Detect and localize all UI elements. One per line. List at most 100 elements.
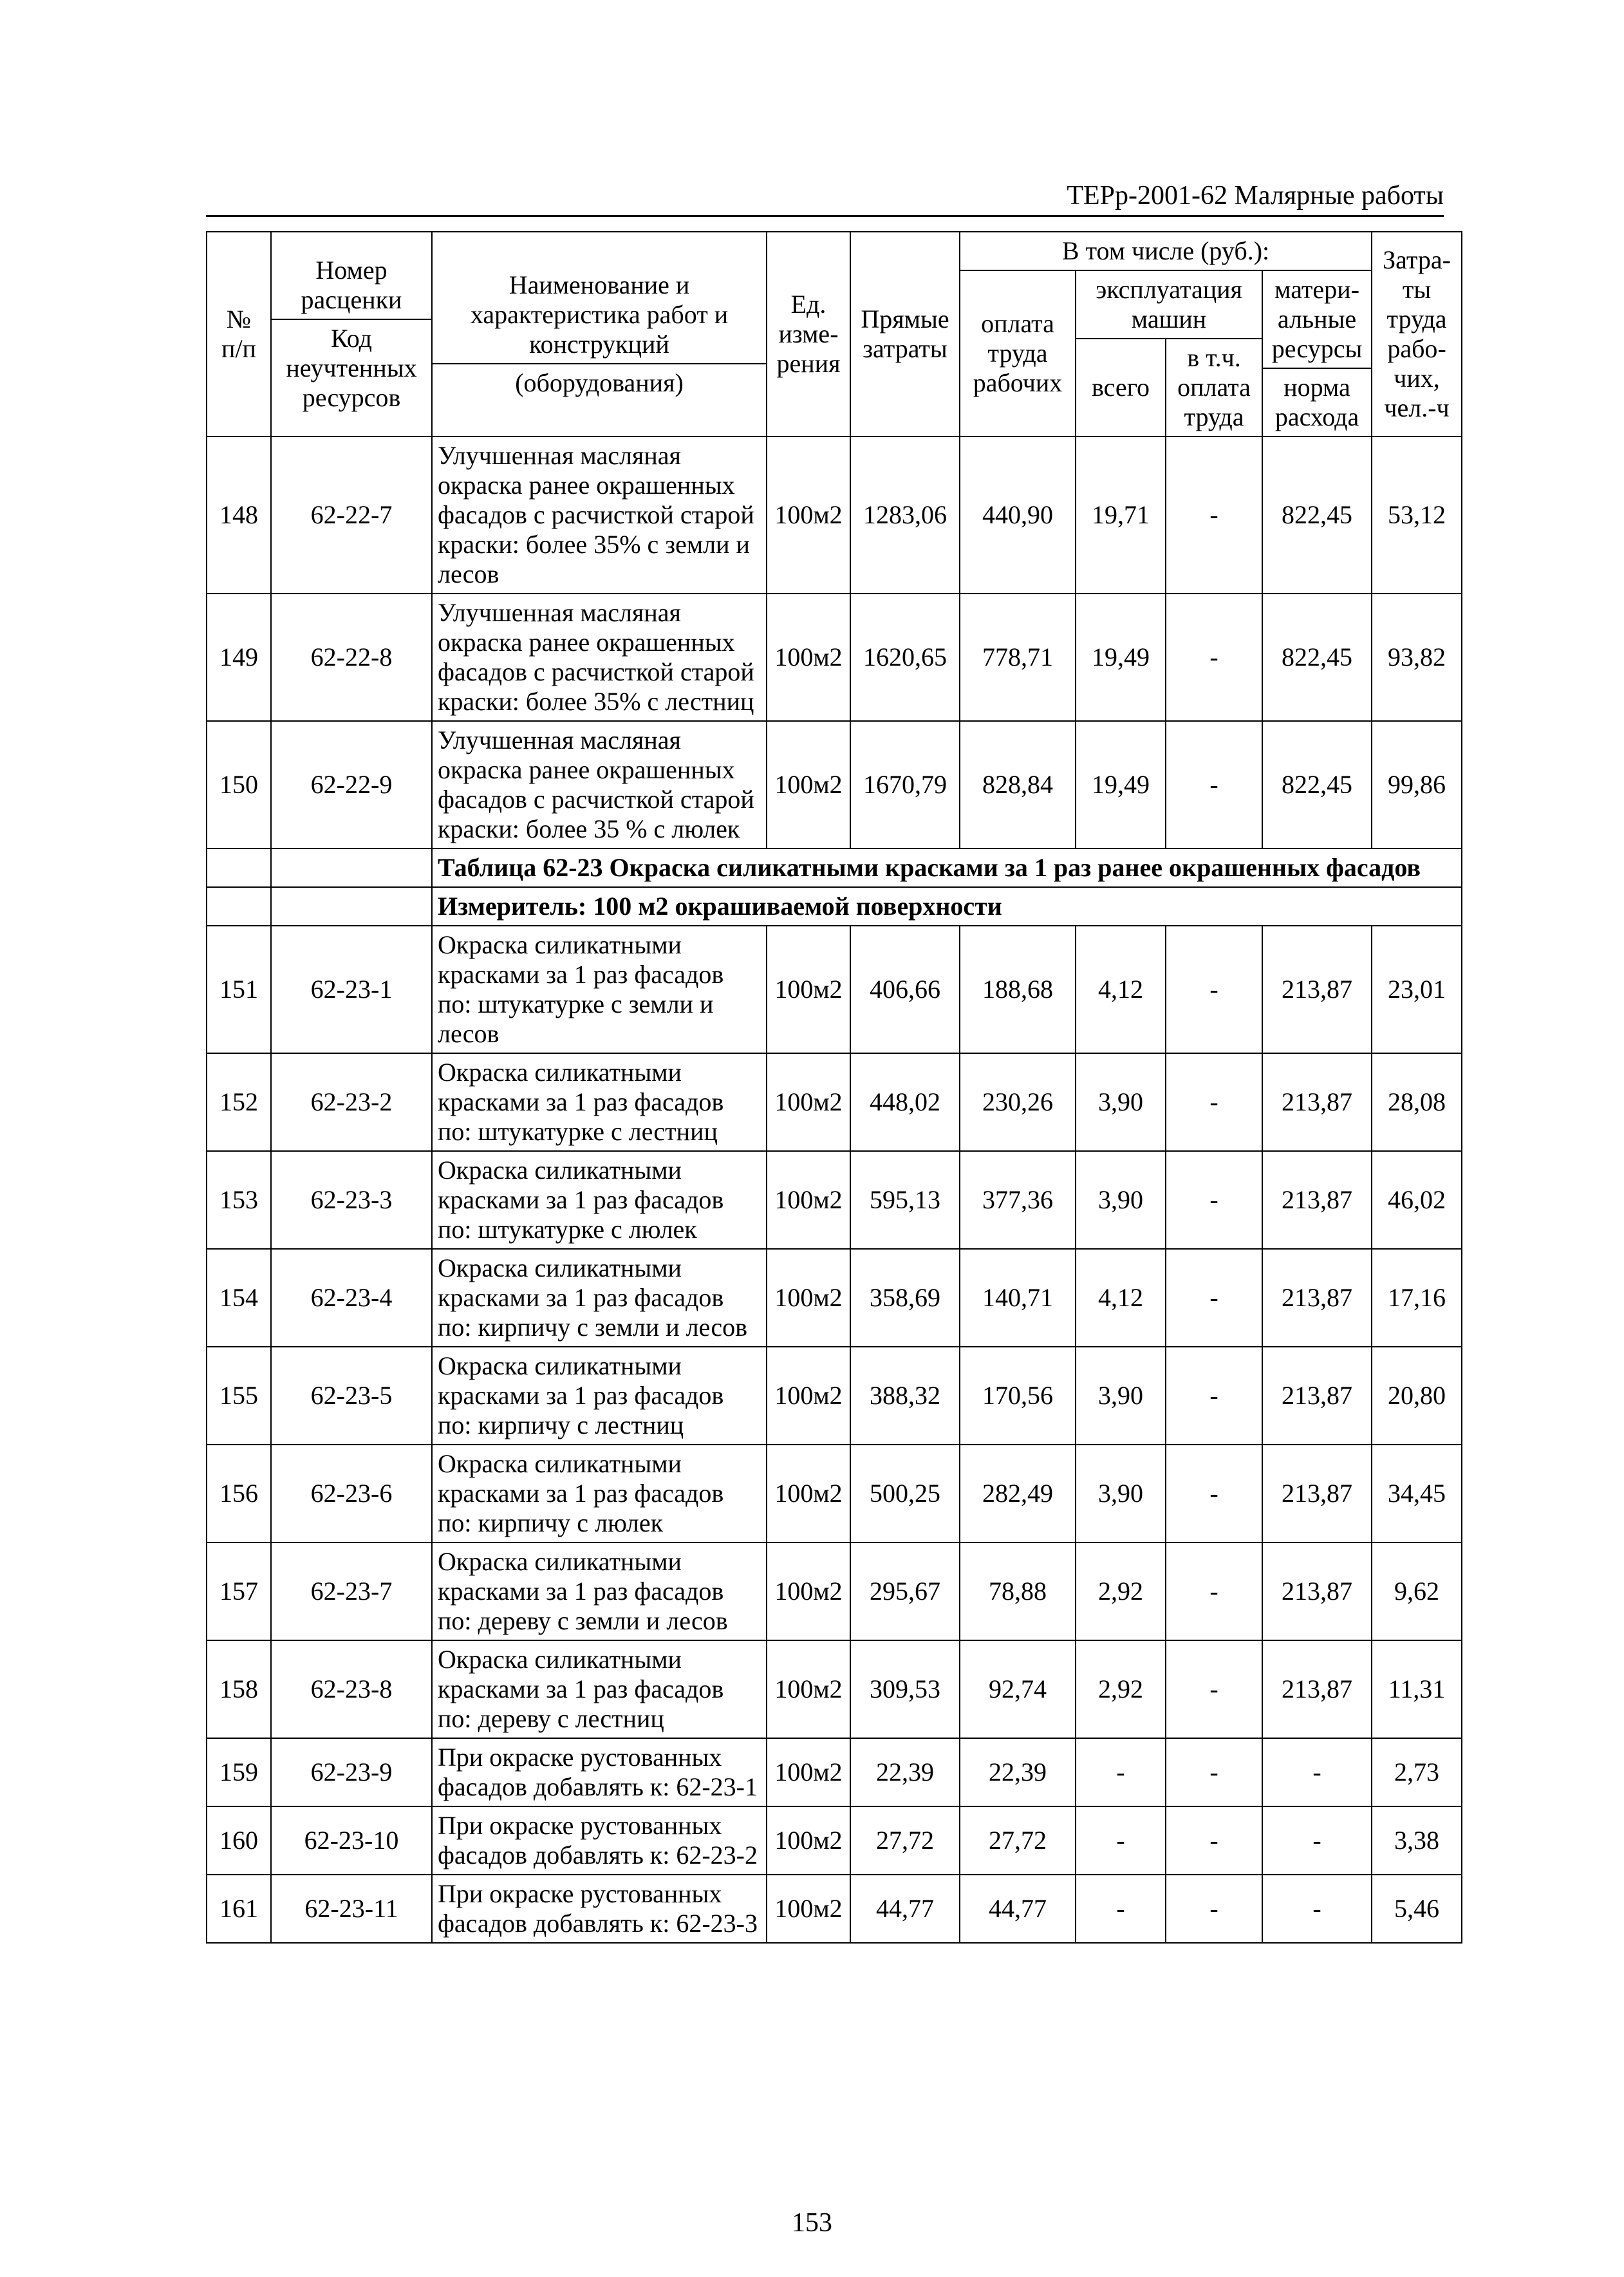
cell-code: 62-23-4	[271, 1249, 432, 1347]
cell-direct: 388,32	[850, 1347, 960, 1445]
cell-code: 62-22-8	[271, 594, 432, 721]
cell-hours: 3,38	[1372, 1806, 1462, 1875]
cell-direct: 1620,65	[850, 594, 960, 721]
cell-direct: 406,66	[850, 926, 960, 1053]
cell-mach-total: 19,71	[1076, 436, 1166, 594]
cell-hours: 17,16	[1372, 1249, 1462, 1347]
cell-direct: 500,25	[850, 1445, 960, 1542]
section-title-row: Таблица 62-23 Окраска силикатными краска…	[207, 848, 1462, 887]
cell-code: 62-23-6	[271, 1445, 432, 1542]
table-row: 15262-23-2Окраска силикатными красками з…	[207, 1053, 1462, 1151]
cell-materials: 213,87	[1262, 1542, 1372, 1640]
cell-unit: 100м2	[767, 721, 850, 848]
cell-mach-labor: -	[1166, 594, 1262, 721]
cell-unit: 100м2	[767, 1053, 850, 1151]
table-row: 15462-23-4Окраска силикатными красками з…	[207, 1249, 1462, 1347]
cell-mach-total: 19,49	[1076, 594, 1166, 721]
cell-mach-labor: -	[1166, 1347, 1262, 1445]
cell-num: 153	[207, 1151, 271, 1249]
cell-materials: 213,87	[1262, 1445, 1372, 1542]
cell-desc: Улучшенная масляная окраска ранее окраше…	[432, 721, 767, 848]
cell-code: 62-23-9	[271, 1738, 432, 1806]
cell-desc: Окраска силикатными красками за 1 раз фа…	[432, 1542, 767, 1640]
col-header-num: № п/п	[207, 232, 271, 436]
cell-unit: 100м2	[767, 436, 850, 594]
cell-materials: 822,45	[1262, 721, 1372, 848]
table-row: 14962-22-8Улучшенная масляная окраска ра…	[207, 594, 1462, 721]
cell-desc: Улучшенная масляная окраска ранее окраше…	[432, 436, 767, 594]
cell-direct: 27,72	[850, 1806, 960, 1875]
cell-mach-labor: -	[1166, 1875, 1262, 1943]
cell-labor: 92,74	[960, 1640, 1076, 1738]
cell-direct: 448,02	[850, 1053, 960, 1151]
cell-direct: 295,67	[850, 1542, 960, 1640]
cell-mach-labor: -	[1166, 1640, 1262, 1738]
cell-labor: 44,77	[960, 1875, 1076, 1943]
cell-materials: 822,45	[1262, 594, 1372, 721]
cell-code: 62-23-2	[271, 1053, 432, 1151]
cell-labor: 828,84	[960, 721, 1076, 848]
cell-hours: 2,73	[1372, 1738, 1462, 1806]
cell-hours: 28,08	[1372, 1053, 1462, 1151]
cell-hours: 34,45	[1372, 1445, 1462, 1542]
rates-table: № п/п Номер расценки Код неучтенных ресу…	[206, 231, 1462, 1944]
cell-labor: 377,36	[960, 1151, 1076, 1249]
cell-labor: 188,68	[960, 926, 1076, 1053]
cell-mach-total: 3,90	[1076, 1053, 1166, 1151]
cell-desc: Улучшенная масляная окраска ранее окраше…	[432, 594, 767, 721]
cell-materials: 213,87	[1262, 1640, 1372, 1738]
col-header-hours: Затра­ты труда рабо­чих, чел.-ч	[1372, 232, 1462, 436]
cell-labor: 78,88	[960, 1542, 1076, 1640]
col-header-code: Номер расценки Код неучтенных ресурсов	[271, 232, 432, 436]
cell-unit: 100м2	[767, 1738, 850, 1806]
cell-num: 149	[207, 594, 271, 721]
table-row: 15162-23-1Окраска силикатными красками з…	[207, 926, 1462, 1053]
cell-labor: 440,90	[960, 436, 1076, 594]
cell-num: 151	[207, 926, 271, 1053]
cell-mach-labor: -	[1166, 1738, 1262, 1806]
table-head: № п/п Номер расценки Код неучтенных ресу…	[207, 232, 1462, 436]
table-row: 16062-23-10При окраске рустованных фасад…	[207, 1806, 1462, 1875]
cell-mach-total: 2,92	[1076, 1640, 1166, 1738]
col3-a: Наименование и характеристика работ и ко…	[471, 270, 728, 359]
document-header-right: ТЕРр-2001-62 Малярные работы	[206, 180, 1444, 217]
cell-unit: 100м2	[767, 1347, 850, 1445]
document-page: ТЕРр-2001-62 Малярные работы № п/п Номер…	[0, 0, 1624, 2277]
col9-a: матери­альные ресурсы	[1272, 275, 1363, 363]
cell-code: 62-23-8	[271, 1640, 432, 1738]
cell-code: 62-23-7	[271, 1542, 432, 1640]
cell-code: 62-23-5	[271, 1347, 432, 1445]
cell-labor: 778,71	[960, 594, 1076, 721]
cell-desc: Окраска силикатными красками за 1 раз фа…	[432, 1249, 767, 1347]
cell-num: 154	[207, 1249, 271, 1347]
cell-materials: 213,87	[1262, 1249, 1372, 1347]
cell-labor: 27,72	[960, 1806, 1076, 1875]
cell-num: 158	[207, 1640, 271, 1738]
cell-unit: 100м2	[767, 594, 850, 721]
cell-mach-total: -	[1076, 1806, 1166, 1875]
cell-direct: 44,77	[850, 1875, 960, 1943]
col1-a: №	[227, 305, 251, 333]
table-row: 15662-23-6Окраска силикатными красками з…	[207, 1445, 1462, 1542]
cell-mach-total: 3,90	[1076, 1347, 1166, 1445]
cell-hours: 46,02	[1372, 1151, 1462, 1249]
cell-num: 155	[207, 1347, 271, 1445]
table-row: 15962-23-9При окраске рустованных фасадо…	[207, 1738, 1462, 1806]
cell-mach-labor: -	[1166, 436, 1262, 594]
cell-materials: 213,87	[1262, 1053, 1372, 1151]
cell-direct: 595,13	[850, 1151, 960, 1249]
cell-mach-labor: -	[1166, 1151, 1262, 1249]
cell-hours: 5,46	[1372, 1875, 1462, 1943]
table-row: 14862-22-7Улучшенная масляная окраска ра…	[207, 436, 1462, 594]
table-row: 16162-23-11При окраске рустованных фасад…	[207, 1875, 1462, 1943]
cell-desc: Окраска силикатными красками за 1 раз фа…	[432, 1640, 767, 1738]
cell-hours: 23,01	[1372, 926, 1462, 1053]
cell-desc: При окраске рустованных фасадов добавлят…	[432, 1875, 767, 1943]
cell-mach-total: 19,49	[1076, 721, 1166, 848]
col-header-group: В том числе (руб.):	[960, 232, 1372, 270]
cell-hours: 11,31	[1372, 1640, 1462, 1738]
section-blank	[207, 887, 271, 926]
cell-labor: 170,56	[960, 1347, 1076, 1445]
cell-materials: 822,45	[1262, 436, 1372, 594]
cell-mach-total: 2,92	[1076, 1542, 1166, 1640]
